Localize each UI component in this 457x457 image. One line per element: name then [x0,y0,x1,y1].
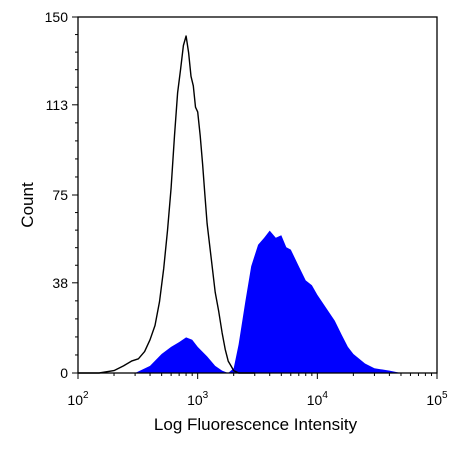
y-tick-label: 0 [60,365,68,381]
y-tick-label: 38 [52,275,68,291]
y-tick-labels: 0 38 75 113 150 [45,9,69,381]
x-tick-label: 102 [67,390,89,408]
y-tick-label: 75 [52,187,68,203]
x-tick-label: 105 [426,390,448,408]
x-tick-base: 10 [187,392,203,408]
x-tick-exponent: 3 [203,390,209,401]
x-tick-exponent: 4 [322,390,328,401]
x-tick-base: 10 [67,392,83,408]
x-tick-base: 10 [307,392,323,408]
x-tick-exponent: 5 [442,390,448,401]
x-tick-exponent: 2 [83,390,89,401]
y-tick-label: 113 [46,97,69,113]
series-filled-histogram [78,230,437,373]
series-outline-histogram [78,35,255,374]
x-tick-labels: 102 103 104 105 [67,390,448,408]
x-tick-base: 10 [426,392,442,408]
plot-series [78,35,437,374]
y-tick-label: 150 [45,9,69,25]
axis-ticks [72,16,438,379]
x-tick-label: 104 [307,390,329,408]
x-axis-label: Log Fluorescence Intensity [154,415,358,434]
x-tick-label: 103 [187,390,209,408]
y-axis-label: Count [18,182,37,228]
